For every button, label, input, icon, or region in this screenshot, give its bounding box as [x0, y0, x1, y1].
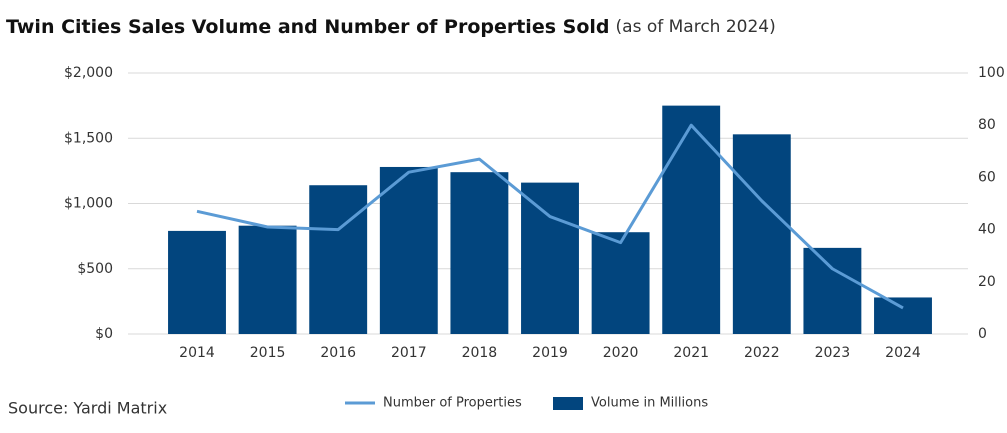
y2-tick-label: 60 [978, 169, 996, 185]
legend-label: Volume in Millions [591, 396, 708, 411]
x-tick-label: 2019 [532, 345, 568, 361]
bar [238, 225, 297, 334]
x-tick-label: 2015 [250, 345, 286, 361]
bar [874, 297, 932, 334]
chart-heading: Twin Cities Sales Volume and Number of P… [6, 16, 776, 38]
y2-tick-label: 80 [978, 117, 996, 133]
legend-swatch [553, 397, 583, 410]
bar [662, 105, 721, 334]
chart-title: Twin Cities Sales Volume and Number of P… [6, 16, 609, 38]
x-tick-label: 2023 [815, 345, 851, 361]
bar [450, 172, 509, 334]
x-tick-label: 2016 [320, 345, 356, 361]
source: Source: Yardi Matrix [8, 399, 167, 418]
bar [803, 247, 862, 334]
y2-tick-label: 0 [978, 326, 987, 342]
y-tick-label: $1,000 [64, 196, 113, 212]
bar [521, 182, 579, 334]
legend-label: Number of Properties [383, 396, 522, 411]
y2-tick-label: 100 [978, 65, 1005, 81]
y-tick-label: $2,000 [64, 65, 113, 81]
x-tick-label: 2024 [885, 345, 921, 361]
y-tick-label: $500 [77, 261, 113, 277]
x-tick-label: 2018 [462, 345, 498, 361]
y2-tick-label: 20 [978, 274, 996, 290]
bar [309, 185, 368, 334]
x-tick-label: 2014 [179, 345, 215, 361]
y2-tick-label: 40 [978, 222, 996, 238]
chart-subtitle: (as of March 2024) [616, 17, 776, 37]
x-tick-label: 2022 [744, 345, 780, 361]
bar [379, 166, 438, 334]
bar [732, 134, 791, 334]
bar [168, 230, 226, 334]
x-tick-label: 2017 [391, 345, 427, 361]
x-tick-label: 2021 [673, 345, 709, 361]
bar [591, 232, 650, 334]
line [196, 123, 904, 310]
y-tick-label: $0 [95, 326, 113, 342]
x-tick-label: 2020 [603, 345, 639, 361]
y-tick-label: $1,500 [64, 130, 113, 146]
